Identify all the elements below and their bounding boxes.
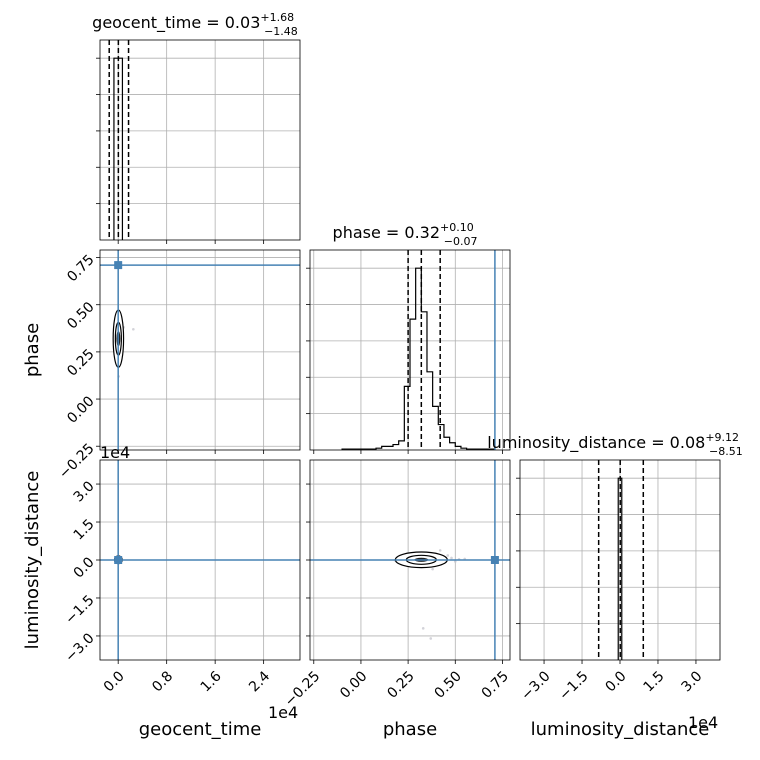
histogram-step bbox=[341, 267, 496, 450]
title-upper-error: +1.68 bbox=[260, 11, 294, 24]
panel-luminosity_distance_vs_phase bbox=[310, 460, 510, 660]
truth-marker bbox=[490, 556, 499, 564]
y-tick-label: −0.25 bbox=[56, 441, 98, 483]
histogram-bar bbox=[404, 386, 410, 450]
panel-luminosity_distance_vs_geocent_time bbox=[100, 460, 300, 660]
histogram-luminosity_distance bbox=[597, 460, 645, 660]
truth-marker bbox=[114, 556, 123, 564]
panel-title: luminosity_distance = 0.08+9.12 −8.51 bbox=[487, 431, 743, 458]
panel-title: phase = 0.32+0.10 −0.07 bbox=[333, 221, 478, 248]
panel-frame bbox=[99, 249, 301, 451]
histogram-bar bbox=[433, 406, 439, 450]
x-tick-label: −3.0 bbox=[518, 668, 553, 703]
y-tick-label: 0.00 bbox=[64, 393, 97, 426]
title-value: geocent_time = 0.03 bbox=[92, 13, 260, 33]
y-axis-label-luminosity-distance: luminosity_distance bbox=[22, 471, 43, 650]
scatter-point bbox=[429, 637, 433, 640]
x-tick-label: 0.8 bbox=[149, 668, 176, 695]
y-tick-label: −1.5 bbox=[62, 592, 97, 627]
y-axis-label-phase: phase bbox=[22, 323, 43, 377]
panel-frame bbox=[519, 459, 721, 661]
x-axis-label-geocent-time: geocent_time bbox=[139, 719, 262, 740]
panel-frame bbox=[99, 459, 301, 661]
offset-text-luminosity-distance-x: 1e4 bbox=[688, 713, 718, 732]
x-tick-label: 1.5 bbox=[641, 668, 668, 695]
histogram-bar bbox=[444, 437, 450, 450]
x-tick-label: 0.75 bbox=[479, 668, 512, 701]
y-tick-label: −3.0 bbox=[62, 630, 97, 665]
panel-frame bbox=[309, 459, 511, 661]
histogram-bar bbox=[399, 441, 405, 450]
y-tick-label: 0.25 bbox=[64, 346, 97, 379]
truth-marker bbox=[114, 261, 123, 270]
panel-phase_vs_geocent_time bbox=[100, 250, 300, 450]
title-value: luminosity_distance = 0.08 bbox=[487, 433, 705, 453]
histogram-bar bbox=[438, 425, 444, 450]
histogram-phase bbox=[341, 250, 496, 450]
scatter-point bbox=[132, 327, 135, 331]
histogram-geocent_time bbox=[108, 40, 130, 240]
panel-frame bbox=[99, 39, 301, 241]
x-tick-label: −1.5 bbox=[556, 668, 591, 703]
x-tick-label: 0.25 bbox=[384, 668, 417, 701]
x-tick-label: 2.4 bbox=[246, 668, 273, 695]
x-tick-label: 3.0 bbox=[679, 668, 706, 695]
x-axis-label-phase: phase bbox=[383, 719, 437, 740]
scatter-point bbox=[453, 560, 457, 563]
histogram-bar bbox=[393, 445, 399, 450]
title-value: phase = 0.32 bbox=[333, 223, 440, 242]
scatter-point bbox=[421, 627, 425, 630]
scatter-point bbox=[450, 556, 453, 560]
offset-text-luminosity-distance-y: 1e4 bbox=[100, 443, 130, 462]
scatter-point bbox=[431, 567, 434, 571]
histogram-bar bbox=[416, 268, 422, 450]
histogram-bar bbox=[450, 443, 456, 450]
panel-title: geocent_time = 0.03+1.68 −1.48 bbox=[92, 11, 298, 38]
x-tick-label: 1.6 bbox=[198, 668, 225, 695]
title-lower-error: −1.48 bbox=[264, 25, 298, 38]
x-tick-label: 0.0 bbox=[603, 668, 630, 695]
title-upper-error: +0.10 bbox=[440, 221, 474, 234]
histogram-bar bbox=[427, 372, 433, 450]
x-axis-label-luminosity-distance: luminosity_distance bbox=[531, 719, 710, 740]
histogram-bar bbox=[410, 319, 416, 450]
y-tick-label: 0.75 bbox=[64, 252, 97, 285]
title-upper-error: +9.12 bbox=[705, 431, 739, 444]
histogram-bar bbox=[421, 312, 427, 450]
scatter-point bbox=[438, 549, 442, 552]
title-lower-error: −0.07 bbox=[444, 235, 478, 248]
panel-frame bbox=[309, 249, 511, 451]
x-tick-label: 0.50 bbox=[432, 668, 465, 701]
y-tick-label: 0.50 bbox=[64, 299, 97, 332]
offset-text-geocent-time: 1e4 bbox=[268, 703, 298, 722]
y-tick-label: 3.0 bbox=[71, 478, 98, 505]
x-tick-label: 0.0 bbox=[101, 668, 128, 695]
y-tick-label: 1.5 bbox=[71, 516, 98, 543]
y-tick-label: 0.0 bbox=[71, 554, 98, 581]
title-lower-error: −8.51 bbox=[709, 445, 743, 458]
scatter-point bbox=[446, 554, 450, 557]
x-tick-label: 0.00 bbox=[337, 668, 370, 701]
